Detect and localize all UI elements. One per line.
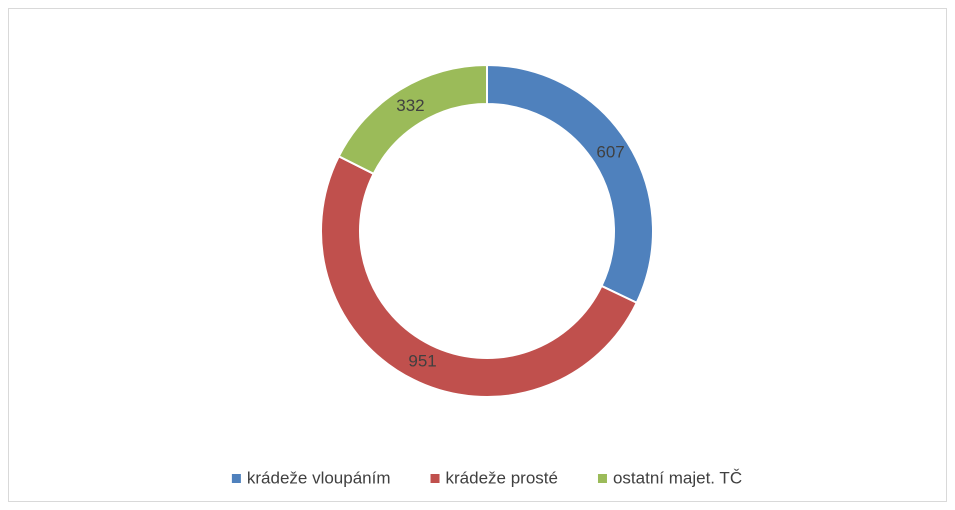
legend-swatch (231, 474, 241, 483)
donut-segment (320, 154, 639, 398)
legend-label: krádeže prosté (446, 468, 558, 487)
donut-segment (337, 63, 488, 176)
legend-label: krádeže vloupáním (247, 468, 391, 487)
legend-label: ostatní majet. TČ (613, 468, 742, 487)
legend-swatch (597, 474, 607, 483)
legend-swatch (430, 474, 440, 483)
data-label: 951 (408, 351, 436, 370)
data-label: 607 (596, 143, 624, 162)
data-label: 332 (396, 96, 424, 115)
